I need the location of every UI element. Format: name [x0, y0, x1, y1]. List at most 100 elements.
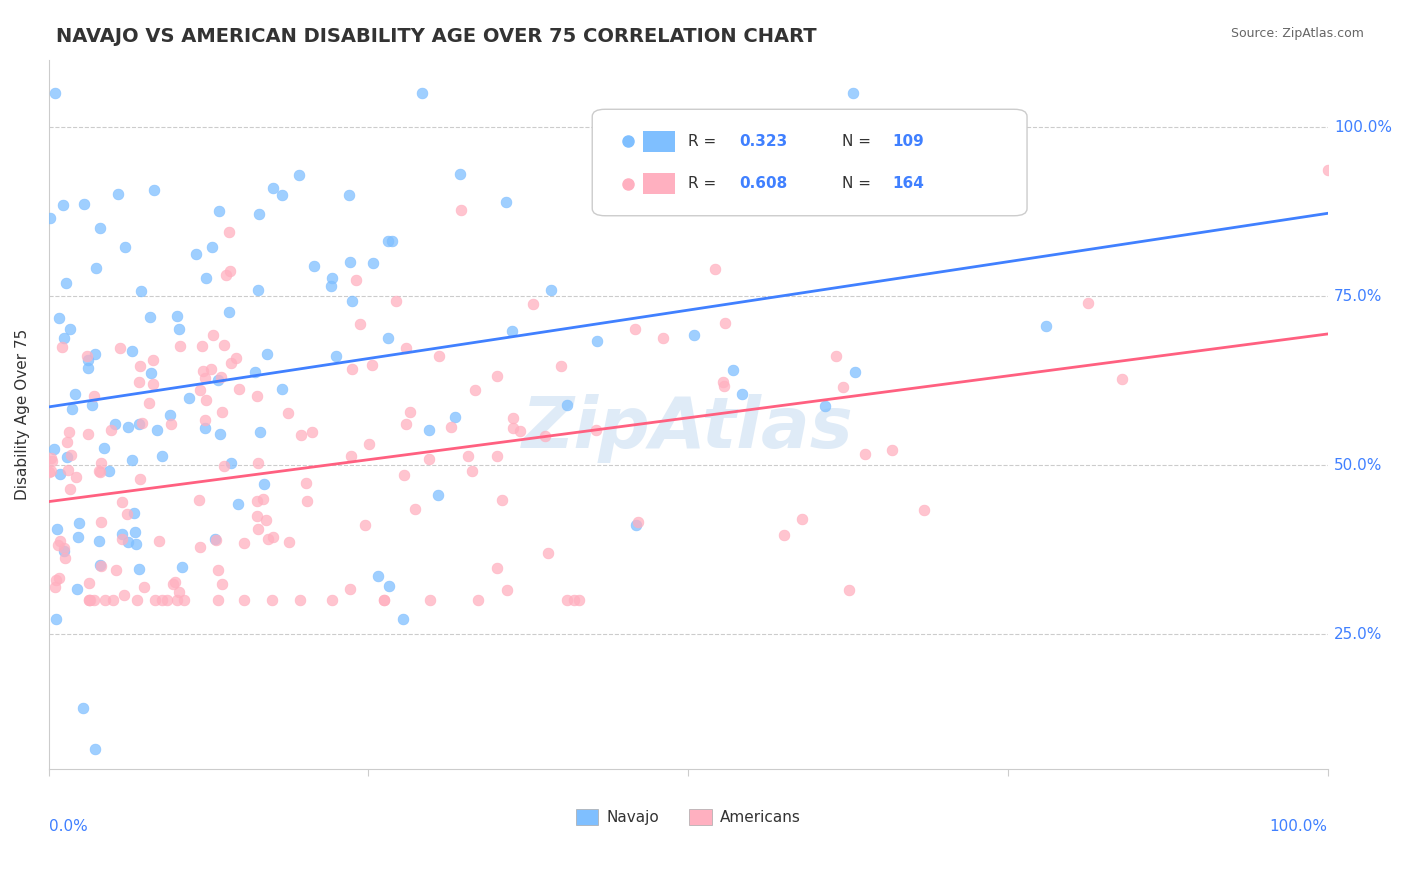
Point: [103, 593, 125, 607]
Point: [270, 382, 292, 396]
Point: [77, 426, 100, 441]
Point: [150, 593, 173, 607]
Point: [41, 454, 63, 468]
Point: [704, 262, 727, 277]
Point: [167, 585, 190, 599]
Point: [97, 464, 120, 478]
Point: [38, 465, 60, 479]
Text: Source: ZipAtlas.com: Source: ZipAtlas.com: [1230, 27, 1364, 40]
Point: [111, 495, 134, 509]
Point: [111, 532, 134, 546]
Point: [125, 593, 148, 607]
Point: [191, 339, 214, 353]
Point: [419, 593, 441, 607]
Point: [89, 466, 111, 480]
Point: [225, 351, 247, 366]
Point: [713, 379, 735, 393]
Point: [245, 365, 267, 379]
Text: 0.323: 0.323: [740, 134, 787, 149]
Point: [252, 491, 274, 506]
Text: N =: N =: [842, 177, 870, 191]
Point: [301, 425, 323, 439]
Point: [377, 234, 399, 248]
Point: [813, 400, 835, 414]
Point: [373, 593, 395, 607]
Point: [166, 309, 188, 323]
Text: 75.0%: 75.0%: [1334, 289, 1382, 303]
Point: [166, 593, 188, 607]
Point: [53, 551, 76, 566]
Point: [256, 347, 278, 361]
Point: [627, 515, 650, 529]
Point: [44, 580, 66, 594]
Point: [67, 530, 90, 544]
Point: [156, 593, 179, 607]
Point: [177, 391, 200, 405]
Point: [48, 538, 70, 552]
Point: [45, 612, 67, 626]
Point: [485, 560, 508, 574]
Point: [110, 527, 132, 541]
Point: [100, 423, 122, 437]
Point: [72, 700, 94, 714]
Point: [139, 310, 162, 324]
Point: [624, 517, 647, 532]
Point: [207, 563, 229, 577]
Text: 164: 164: [893, 177, 925, 191]
Point: [723, 363, 745, 377]
Point: [66, 582, 89, 596]
Point: [233, 536, 256, 550]
Point: [377, 331, 399, 345]
Point: [562, 593, 585, 607]
Point: [48, 310, 70, 325]
Point: [138, 396, 160, 410]
Text: NAVAJO VS AMERICAN DISABILITY AGE OVER 75 CORRELATION CHART: NAVAJO VS AMERICAN DISABILITY AGE OVER 7…: [56, 27, 817, 45]
Point: [44, 87, 66, 101]
Point: [49, 533, 72, 548]
Point: [246, 389, 269, 403]
Point: [247, 522, 270, 536]
Point: [278, 535, 301, 549]
Point: [254, 513, 277, 527]
Point: [211, 577, 233, 591]
Point: [357, 437, 380, 451]
Point: [45, 574, 67, 588]
Point: [93, 441, 115, 455]
Point: [713, 375, 735, 389]
Point: [87, 534, 110, 549]
Point: [142, 377, 165, 392]
Point: [381, 234, 404, 248]
Point: [131, 416, 153, 430]
Point: [159, 409, 181, 423]
Point: [392, 468, 415, 483]
Point: [246, 494, 269, 508]
Point: [173, 593, 195, 607]
Point: [367, 569, 389, 583]
Point: [201, 327, 224, 342]
Point: [191, 364, 214, 378]
Point: [714, 316, 737, 330]
Point: [1035, 318, 1057, 333]
Point: [117, 535, 139, 549]
Point: [105, 563, 128, 577]
Point: [444, 409, 467, 424]
Point: [262, 593, 284, 607]
Point: [52, 544, 75, 558]
Point: [253, 477, 276, 491]
Point: [418, 423, 440, 437]
Point: [79, 575, 101, 590]
Point: [172, 559, 194, 574]
Point: [844, 365, 866, 379]
Point: [486, 449, 509, 463]
Point: [208, 427, 231, 442]
Point: [128, 472, 150, 486]
Point: [167, 321, 190, 335]
Point: [117, 419, 139, 434]
Point: [83, 593, 105, 607]
Point: [207, 593, 229, 607]
Text: 0.0%: 0.0%: [49, 819, 87, 834]
Point: [325, 349, 347, 363]
Point: [586, 334, 609, 348]
Point: [56, 463, 79, 477]
Point: [247, 283, 270, 297]
